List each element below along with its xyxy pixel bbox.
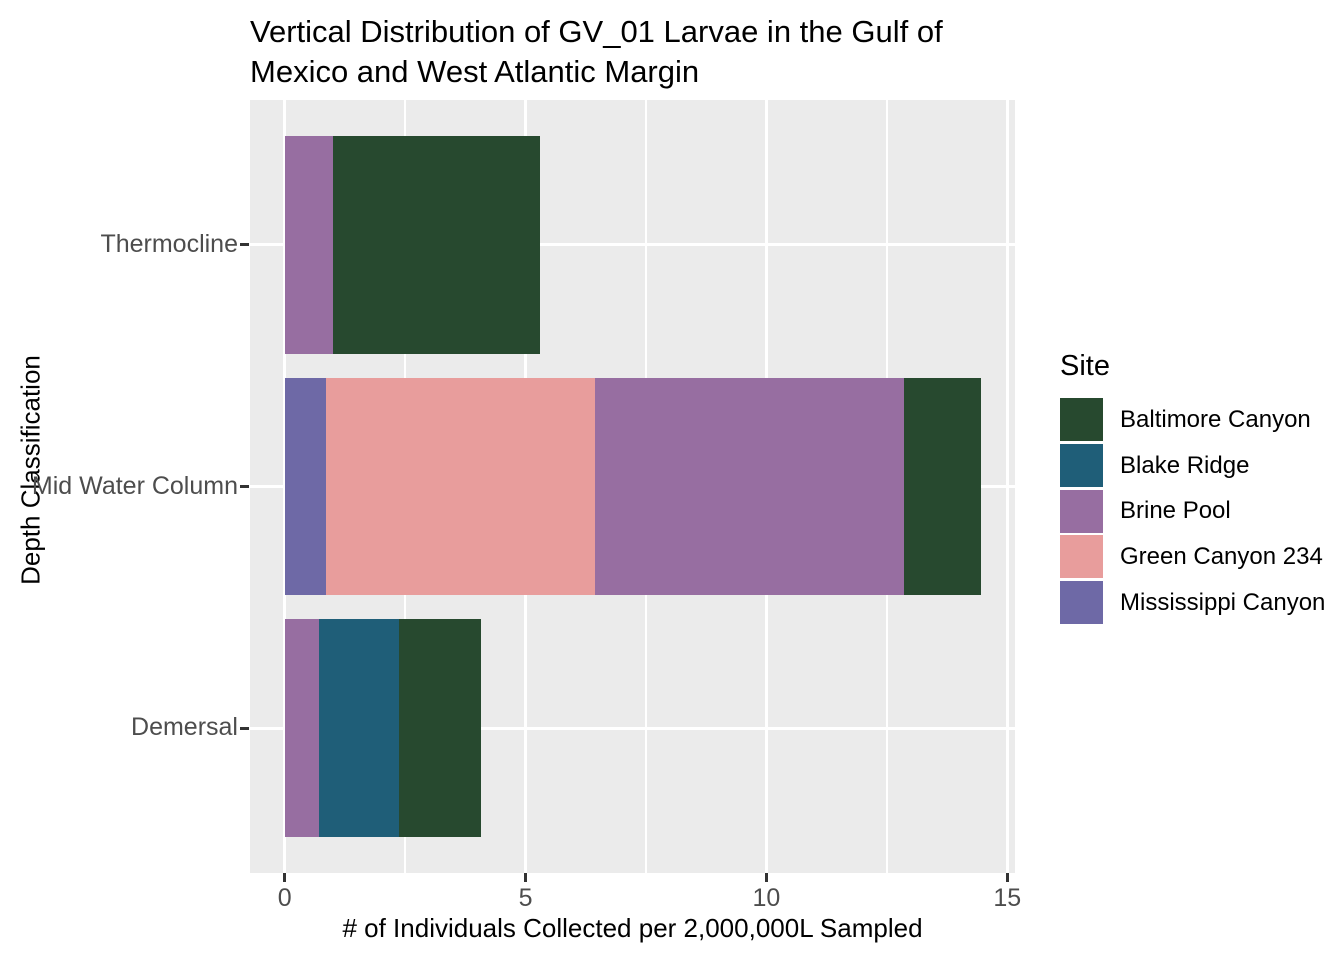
bar-mid-water-column-baltimore-canyon [903,377,981,596]
bar-mid-water-column-brine-pool [595,377,904,596]
x-tick-15 [1005,873,1009,882]
bar-thermocline-baltimore-canyon [332,136,540,354]
x-tick-label-15: 15 [993,884,1022,912]
gridline-major-y-thermocline [250,243,1015,247]
bar-demersal-baltimore-canyon [399,619,482,837]
y-tick-thermocline [240,243,249,247]
x-tick-label-5: 5 [518,884,533,912]
y-tick-label-mid-water-column: Mid Water Column [31,471,238,500]
legend-item-brine-pool: Brine Pool [1057,488,1344,534]
x-tick-label-0: 0 [277,884,292,912]
legend-label-mississippi-canyon: Mississippi Canyon [1120,588,1326,616]
legend-label-brine-pool: Brine Pool [1120,497,1231,525]
bar-demersal-brine-pool [284,619,320,837]
y-axis-title: Depth Classification [15,355,46,585]
bar-mid-water-column-mississippi-canyon [284,377,326,596]
legend-item-baltimore-canyon: Baltimore Canyon [1057,397,1344,443]
bar-mid-water-column-green-canyon-234 [325,377,596,596]
legend-title: Site [1060,350,1110,382]
legend-items: Baltimore Canyon Blake Ridge Brine Pool Gre… [1057,397,1344,625]
bar-thermocline-brine-pool [284,136,333,354]
gridline-major-y-demersal [250,726,1015,730]
legend-label-baltimore-canyon: Baltimore Canyon [1120,405,1311,433]
x-axis-title: # of Individuals Collected per 2,000,000… [342,913,923,943]
legend-label-blake-ridge: Blake Ridge [1120,451,1250,479]
legend-item-blake-ridge: Blake Ridge [1057,443,1344,489]
legend-key-brine-pool [1060,489,1103,533]
plot-panel [250,100,1015,873]
bar-demersal-blake-ridge [319,619,400,837]
x-tick-10 [764,873,768,882]
legend-item-mississippi-canyon: Mississippi Canyon [1057,580,1344,626]
y-tick-mid-water-column [240,485,249,488]
y-tick-label-demersal: Demersal [131,713,238,742]
legend-label-green-canyon-234: Green Canyon 234 [1120,542,1323,570]
legend-item-green-canyon-234: Green Canyon 234 [1057,534,1344,580]
legend-key-green-canyon-234 [1060,535,1103,579]
legend: Site Baltimore Canyon Blake Ridge Brine Po… [1057,350,1344,625]
legend-key-mississippi-canyon [1060,581,1103,625]
legend-key-baltimore-canyon [1060,398,1103,442]
x-tick-label-10: 10 [752,884,781,912]
x-tick-0 [283,873,287,882]
legend-key-blake-ridge [1060,444,1103,488]
x-tick-5 [524,873,528,882]
y-tick-demersal [240,726,249,730]
chart-title: Vertical Distribution of GV_01 Larvae in… [250,14,943,89]
y-tick-label-thermocline: Thermocline [100,229,238,258]
